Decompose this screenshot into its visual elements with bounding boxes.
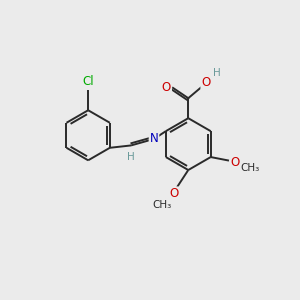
- Text: CH₃: CH₃: [241, 163, 260, 173]
- Text: Cl: Cl: [82, 75, 94, 88]
- Text: O: O: [169, 188, 178, 200]
- Text: O: O: [231, 156, 240, 169]
- Text: CH₃: CH₃: [152, 200, 171, 210]
- Text: O: O: [201, 76, 211, 89]
- Text: O: O: [162, 81, 171, 94]
- Text: N: N: [150, 133, 158, 146]
- Text: H: H: [127, 152, 135, 162]
- Text: H: H: [213, 68, 221, 78]
